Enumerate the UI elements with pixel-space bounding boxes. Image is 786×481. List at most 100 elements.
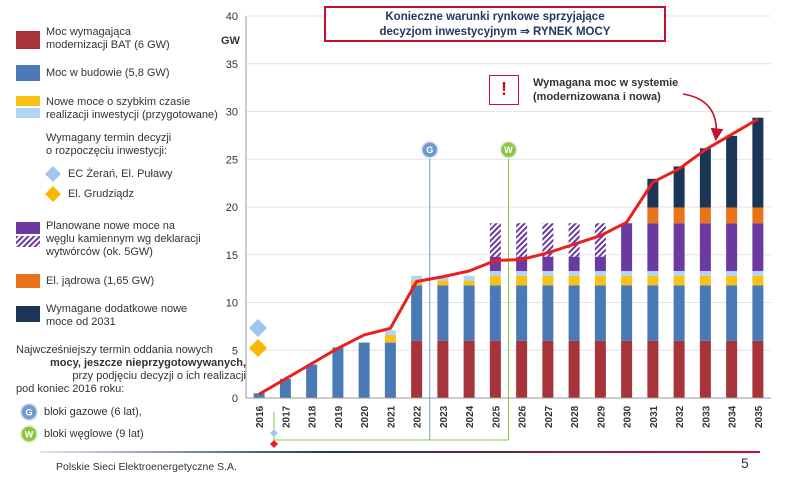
x-tick-label: 2022 [413, 405, 424, 428]
bar-segment [673, 340, 685, 398]
bar-segment [358, 342, 370, 398]
x-tick-label: 2027 [544, 405, 555, 428]
x-tick-label: 2034 [728, 405, 739, 428]
bar-segment [673, 270, 685, 276]
bar-segment [542, 285, 554, 341]
legend-earliest-note: Najwcześniejszy termin oddania nowych mo… [16, 344, 246, 396]
x-tick-label: 2017 [281, 405, 292, 428]
bar-segment [752, 223, 764, 271]
bar-segment [673, 223, 685, 271]
note-line-2: mocy, jeszcze nieprzygotowywanych, [49, 357, 246, 369]
legend-coal-line-3: wytwórców (ok. 5GW) [46, 246, 153, 258]
x-tick-label: 2030 [623, 405, 634, 428]
legend-swatch-required-new [16, 306, 40, 322]
bar-segment [621, 223, 633, 271]
bar-segment [542, 223, 554, 257]
bar-segment [516, 223, 528, 257]
bar-segment [411, 340, 423, 398]
bar-segment [673, 166, 685, 208]
gas-marker-icon [421, 140, 439, 159]
title-line-2: decyzjom inwestycyjnym ⇒ RYNEK MOCY [379, 26, 611, 38]
bar-segment [279, 378, 291, 398]
bar-segment [699, 148, 711, 208]
legend-item-nuclear: El. jądrowa (1,65 GW) [46, 275, 154, 288]
bar-segment [463, 340, 475, 398]
x-tick-label: 2035 [754, 405, 765, 428]
bar-segment [463, 280, 475, 286]
bar-segment [594, 340, 606, 398]
small-diamond-blue-icon [270, 429, 278, 437]
bar-segment [489, 256, 501, 271]
bar-segment [673, 285, 685, 341]
bar-segment [489, 340, 501, 398]
legend-nuclear-line-1: El. jądrowa (1,65 GW) [46, 275, 155, 287]
bar-segment [752, 270, 764, 276]
legend-required-line-2: moce od 2031 [46, 316, 116, 328]
bar-segment [516, 275, 528, 286]
y-tick-label: 15 [226, 250, 238, 262]
bar-segment [516, 256, 528, 271]
diamond-yellow-icon [45, 186, 61, 202]
y-axis: 0 5 10 15 20 25 30 35 40 [226, 11, 247, 405]
legend-decision-line-1: Wymagany termin decyzji [46, 132, 172, 144]
bar-segment [752, 117, 764, 208]
legend-item-building: Moc w budowie (5,8 GW) [46, 67, 169, 80]
diamond-yellow-marker-icon [249, 339, 267, 357]
bar-segment [594, 223, 606, 257]
bar-segment [699, 275, 711, 286]
bar-segment [726, 340, 738, 398]
bar-segment [489, 223, 501, 257]
x-tick-label: 2025 [491, 405, 502, 428]
x-tick-label: 2021 [386, 405, 397, 428]
legend-quick-line-1: Nowe moce o szybkim czasie [46, 96, 191, 108]
marker-label: W [504, 145, 513, 155]
x-axis: 2016 2017 2018 2019 2020 2021 2022 2023 2024 2025… [246, 397, 771, 428]
legend-item-required-new: Wymagane dodatkowe nowe moce od 2031 [46, 303, 187, 329]
x-tick-label: 2019 [334, 405, 345, 428]
diamond-blue-icon [45, 166, 61, 182]
bar-segment [594, 256, 606, 271]
diamond-blue-marker-icon [249, 319, 267, 337]
bar-segment [568, 340, 580, 398]
bar-segment [542, 340, 554, 398]
legend-swatch-quick-blue [16, 108, 40, 118]
bar-segment [489, 285, 501, 341]
svg-text:G: G [25, 408, 32, 418]
bar-segment [621, 270, 633, 276]
legend-item-quick: Nowe moce o szybkim czasie realizacji in… [46, 96, 218, 122]
title-box: Konieczne warunki rynkowe sprzyjające de… [324, 6, 666, 42]
x-tick-label: 2029 [596, 405, 607, 428]
coal-badge-icon: W [20, 425, 38, 443]
bar-segment [568, 275, 580, 286]
footer-divider [40, 451, 760, 453]
bar-segment [594, 270, 606, 276]
warning-text: Wymagana moc w systemie (modernizowana i… [533, 76, 678, 104]
marker-label: G [426, 145, 433, 155]
legend-coal-line-1: Planowane nowe moce na [46, 220, 176, 232]
bar-segment [647, 270, 659, 276]
bar-segment [384, 334, 396, 343]
bar-segment [752, 275, 764, 286]
required-capacity-polyline [258, 117, 759, 396]
legend-swatch-coal [16, 222, 40, 234]
legend-swatch-bat [16, 31, 40, 49]
warning-line-2: (modernizowana i nowa) [533, 91, 661, 103]
bar-segment [699, 207, 711, 224]
bar-segment [647, 207, 659, 224]
y-tick-label: 20 [226, 202, 238, 214]
bar-segment [437, 340, 449, 398]
bar-segment [726, 207, 738, 224]
bar-segment [594, 275, 606, 286]
y-tick-label: 0 [232, 393, 238, 405]
bar-segment [516, 285, 528, 341]
bar-segment [647, 285, 659, 341]
legend-item-coalW: bloki węglowe (9 lat) [44, 428, 144, 440]
bar-segment [594, 285, 606, 341]
gas-badge-icon: G [20, 403, 38, 421]
x-tick-label: 2032 [675, 405, 686, 428]
bar-segment [699, 270, 711, 276]
bar-segment [699, 285, 711, 341]
bar-segment [726, 275, 738, 286]
warning-arrow [682, 93, 724, 142]
